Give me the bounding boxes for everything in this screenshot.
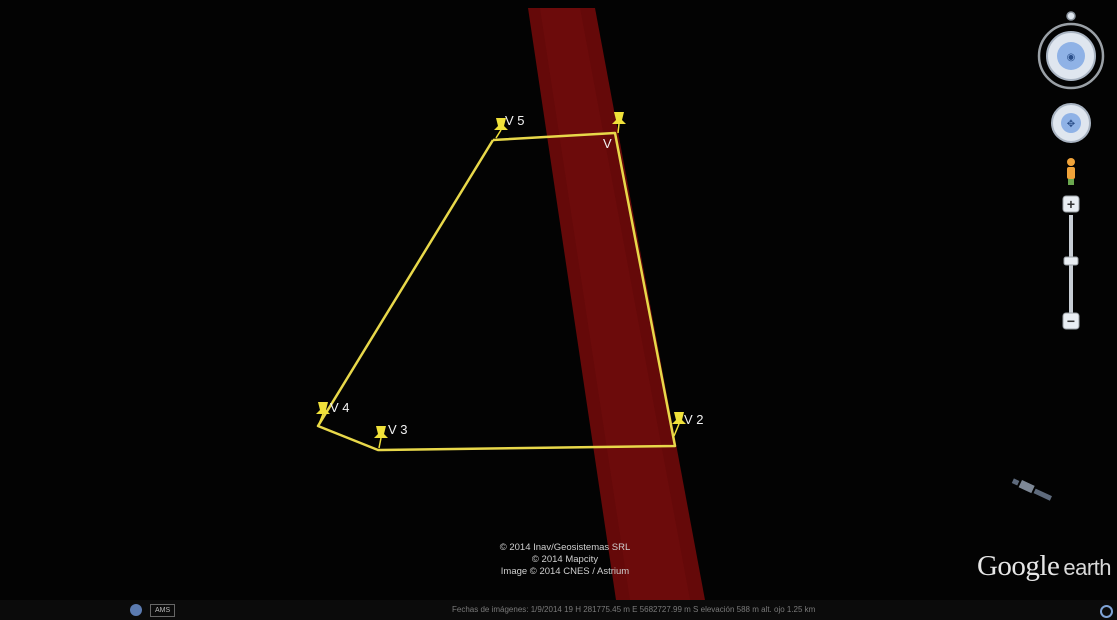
status-toggle-button[interactable]: AMS: [150, 604, 176, 617]
attribution-line: Image © 2014 CNES / Astrium: [500, 566, 630, 577]
pushpin-icon[interactable]: [316, 402, 330, 425]
globe-icon[interactable]: [130, 604, 142, 616]
zoom-in-icon[interactable]: +: [1067, 196, 1075, 212]
placemark-label[interactable]: V 4: [330, 400, 350, 415]
status-bar: AMS Fechas de imágenes: 1/9/2014 19 H 28…: [0, 600, 1117, 620]
attribution-line: © 2014 Inav/Geosistemas SRL: [499, 542, 631, 553]
pushpin-icon[interactable]: [672, 412, 686, 437]
north-up-icon[interactable]: [1066, 11, 1076, 21]
navigation-controls: ◉ ✥ + −: [1035, 10, 1105, 370]
attribution-line: © 2014 Mapcity: [531, 554, 599, 565]
zoom-slider[interactable]: + −: [1062, 195, 1080, 330]
status-info-text: Fechas de imágenes: 1/9/2014 19 H 281775…: [452, 605, 816, 614]
pushpin-icon[interactable]: [494, 118, 508, 139]
look-joystick[interactable]: ◉: [1037, 11, 1105, 90]
move-joystick[interactable]: ✥: [1051, 103, 1091, 143]
satellite-icon: [1011, 478, 1052, 501]
placemark-label[interactable]: V: [603, 136, 612, 151]
street-view-pegman-icon[interactable]: [1067, 158, 1075, 185]
red-overlay-band-shade: [540, 8, 690, 600]
placemark-label[interactable]: V 5: [505, 113, 525, 128]
zoom-slider-thumb[interactable]: [1063, 256, 1079, 266]
measure-path: [316, 131, 677, 452]
google-earth-logo: Google earth: [976, 550, 1112, 583]
red-overlay-band: [528, 8, 705, 600]
map-scene: V 5 V V 4 V 3 V 2: [316, 8, 1052, 600]
pushpin-icon[interactable]: [612, 112, 626, 134]
logo-google: Google: [976, 550, 1060, 582]
imagery-attribution: © 2014 Inav/Geosistemas SRL © 2014 Mapci…: [430, 542, 700, 578]
map-viewport[interactable]: V 5 V V 4 V 3 V 2 ◉ ✥: [0, 0, 1117, 600]
eye-icon: ◉: [1067, 52, 1076, 63]
pushpin-icon[interactable]: [374, 426, 388, 449]
placemark-label[interactable]: V 3: [388, 422, 408, 437]
zoom-out-icon[interactable]: −: [1067, 313, 1075, 329]
hand-icon: ✥: [1067, 119, 1075, 130]
streaming-indicator-icon: [1100, 605, 1113, 618]
placemark-label[interactable]: V 2: [684, 412, 704, 427]
logo-earth: earth: [1063, 555, 1111, 580]
